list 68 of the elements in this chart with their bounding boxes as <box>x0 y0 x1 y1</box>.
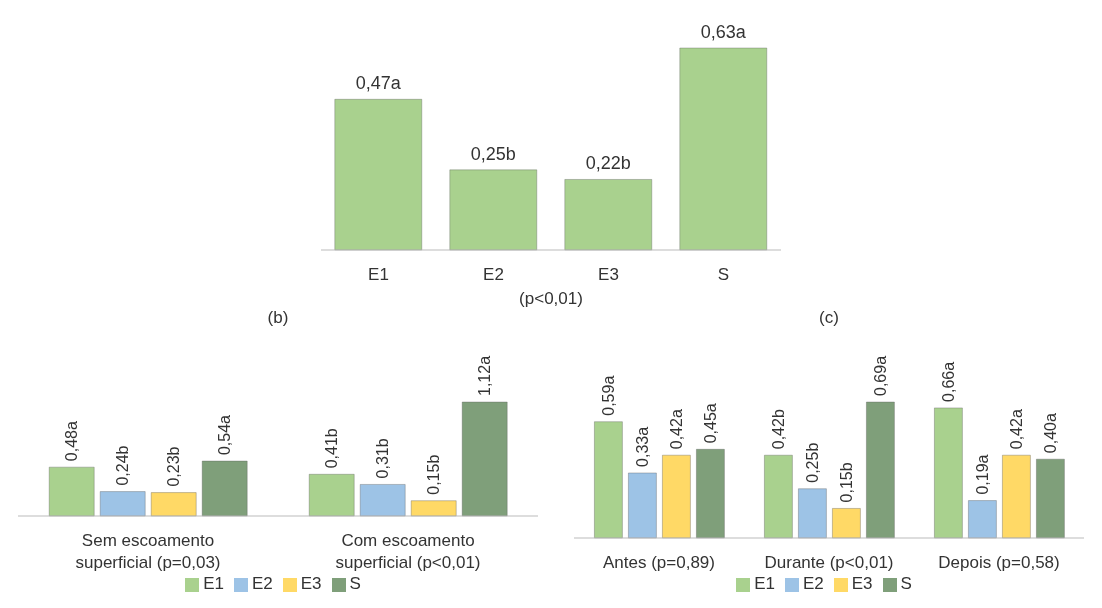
data-label: 0,45a <box>701 403 719 444</box>
legend-label: E3 <box>851 574 873 593</box>
data-label: 0,47a <box>355 73 402 94</box>
x-tick-label: E3 <box>598 265 619 284</box>
x-tick-label: E1 <box>368 265 389 284</box>
bar <box>661 454 691 539</box>
bar <box>933 407 963 539</box>
bar <box>449 169 538 251</box>
bar <box>695 448 725 539</box>
x-tick-label: Depois (p=0,58) <box>938 553 1060 572</box>
data-label: 0,63a <box>700 22 747 42</box>
chart-title: (b) <box>266 308 290 329</box>
legend-label: E2 <box>802 574 824 593</box>
bar <box>201 460 248 517</box>
bar <box>763 454 793 539</box>
bar <box>797 488 827 539</box>
data-label: 0,25b <box>803 442 821 483</box>
legend-label: S <box>349 574 361 593</box>
bar <box>627 472 657 539</box>
bar <box>564 178 653 251</box>
data-label: 0,69a <box>871 355 889 396</box>
bar <box>150 492 197 517</box>
bar <box>359 483 406 517</box>
x-tick-label: S <box>717 265 730 284</box>
x-tick-label: Sem escoamento superficial (p=0,03) <box>75 531 221 572</box>
data-label: 0,15b <box>425 454 443 495</box>
legend-label: E1 <box>754 574 775 593</box>
legend-label: E2 <box>251 574 273 593</box>
legend-label: S <box>900 574 912 593</box>
bar <box>334 98 423 251</box>
data-label: 0,23b <box>165 446 183 487</box>
bar <box>1035 458 1065 539</box>
bar <box>461 401 508 517</box>
data-label: 0,54a <box>216 414 234 456</box>
data-label: 0,33a <box>633 426 651 467</box>
legend-label: E3 <box>300 574 322 593</box>
legend-label: E1 <box>203 574 224 593</box>
chart-title: (c) <box>818 308 840 329</box>
bar <box>410 500 457 517</box>
bar <box>865 401 895 539</box>
data-label: 1,12a <box>476 355 494 396</box>
data-label: 0,31b <box>374 438 392 479</box>
bar <box>679 47 768 251</box>
data-label: 0,42b <box>769 409 787 450</box>
x-axis-title: (p<0,01) <box>519 289 583 308</box>
data-label: 0,24b <box>114 445 132 486</box>
bar <box>1001 454 1031 539</box>
data-label: 0,48a <box>63 421 81 462</box>
x-tick-label: E2 <box>483 265 504 284</box>
bar <box>593 421 623 539</box>
bar <box>99 491 146 517</box>
bar <box>308 473 355 517</box>
data-label: 0,15b <box>837 462 855 503</box>
data-label: 0,40a <box>1041 413 1059 454</box>
bar <box>831 507 861 539</box>
data-label: 0,59a <box>599 375 617 416</box>
data-label: 0,22b <box>585 153 631 174</box>
data-label: 0,41b <box>323 428 341 469</box>
x-tick-label: Antes (p=0,89) <box>603 553 715 572</box>
x-tick-label: Com escoamento superficial (p<0,01) <box>335 531 481 572</box>
bar <box>48 466 95 517</box>
data-label: 0,66a <box>939 361 957 402</box>
data-label: 0,25b <box>470 143 516 164</box>
x-tick-label: Durante (p<0,01) <box>764 553 894 572</box>
data-label: 0,42a <box>1007 409 1025 450</box>
data-label: 0,19a <box>973 454 991 495</box>
data-label: 0,42a <box>667 409 685 450</box>
bar <box>967 500 997 539</box>
